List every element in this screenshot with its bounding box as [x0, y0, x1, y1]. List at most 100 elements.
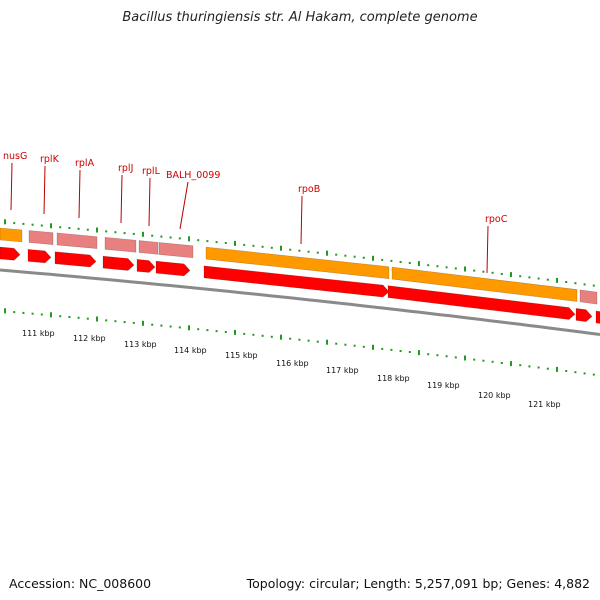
tick-mark-outer — [252, 244, 255, 247]
cds-arrow — [155, 260, 191, 277]
cds-arrow — [102, 255, 135, 271]
tick-mark-outer — [22, 222, 25, 225]
tick-mark-outer — [565, 281, 568, 283]
tick-mark-outer — [482, 270, 485, 273]
tick-mark-inner — [408, 351, 411, 353]
tick-mark-inner — [68, 316, 71, 318]
tick-mark-inner — [160, 324, 163, 327]
gene-block — [205, 246, 390, 280]
tick-mark-inner — [77, 316, 80, 319]
tick-mark-inner — [335, 342, 338, 345]
tick-mark-outer — [50, 223, 52, 229]
tick-mark-outer — [510, 272, 512, 278]
tick-mark-outer — [454, 267, 457, 270]
tick-mark-outer — [123, 232, 126, 235]
cds-arrow — [27, 249, 52, 264]
tick-mark-outer — [68, 227, 71, 229]
tick-mark-outer — [335, 253, 338, 256]
tick-mark-outer — [151, 234, 154, 237]
kbp-label: 120 kbp — [478, 391, 511, 400]
gene-leader-line — [78, 169, 81, 219]
gene-leader-line — [179, 181, 189, 230]
tick-mark-inner — [178, 326, 181, 329]
tick-mark-outer — [234, 240, 236, 246]
gene-leader-line — [300, 195, 303, 245]
tick-mark-outer — [142, 231, 144, 237]
tick-mark-outer — [326, 250, 328, 256]
tick-mark-outer — [40, 224, 43, 227]
gene-label-BALH_0099: BALH_0099 — [166, 170, 220, 181]
tick-mark-inner — [40, 313, 43, 316]
gene-block — [391, 266, 578, 302]
tick-mark-outer — [77, 227, 80, 230]
tick-mark-inner — [142, 320, 144, 326]
tick-mark-inner — [565, 370, 568, 372]
tick-mark-outer — [390, 259, 393, 262]
gene-block — [56, 232, 98, 249]
gene-leader-line — [10, 162, 13, 211]
kbp-label: 114 kbp — [174, 346, 207, 355]
gene-block — [104, 237, 137, 253]
tick-mark-outer — [31, 223, 34, 226]
tick-mark-outer — [289, 248, 292, 251]
tick-mark-outer — [372, 255, 374, 261]
tick-mark-inner — [151, 323, 154, 326]
tick-mark-inner — [519, 364, 522, 367]
tick-mark-inner — [132, 321, 135, 324]
gene-leader-line — [43, 165, 46, 215]
tick-mark-outer — [519, 275, 522, 278]
tick-mark-outer — [243, 243, 246, 246]
gene-block — [138, 240, 159, 255]
kbp-label: 113 kbp — [124, 340, 157, 349]
cds-arrow — [0, 246, 21, 261]
gene-leader-line — [120, 174, 123, 224]
tick-mark-outer — [261, 245, 264, 248]
tick-mark-outer — [96, 227, 98, 233]
tick-mark-outer — [215, 241, 218, 244]
topology-label: Topology: circular; Length: 5,257,091 bp… — [246, 576, 590, 591]
tick-mark-inner — [298, 338, 301, 341]
tick-mark-outer — [500, 273, 503, 275]
gene-leader-line — [486, 225, 489, 274]
gene-block — [579, 289, 598, 305]
tick-mark-inner — [86, 317, 89, 320]
tick-mark-inner — [427, 353, 430, 356]
cds-arrow — [54, 251, 97, 268]
gene-block — [158, 242, 194, 259]
tick-mark-outer — [13, 222, 16, 225]
tick-mark-inner — [464, 355, 466, 361]
gene-block — [0, 227, 23, 243]
tick-mark-inner — [280, 334, 282, 340]
tick-mark-outer — [114, 231, 117, 234]
tick-mark-outer — [280, 245, 282, 251]
tick-mark-outer — [270, 246, 273, 249]
tick-mark-inner — [252, 333, 255, 336]
tick-mark-outer — [86, 228, 89, 231]
tick-mark-inner — [114, 320, 117, 323]
tick-mark-inner — [215, 330, 218, 333]
tick-mark-inner — [224, 331, 227, 333]
tick-mark-outer — [132, 232, 135, 235]
cds-arrow — [575, 308, 593, 323]
tick-mark-outer — [574, 282, 577, 285]
tick-mark-outer — [160, 235, 163, 238]
tick-mark-inner — [123, 321, 126, 324]
tick-mark-inner — [583, 372, 586, 375]
gene-label-rplJ: rplJ — [118, 163, 133, 174]
tick-mark-inner — [22, 311, 25, 314]
tick-mark-outer — [418, 261, 420, 267]
tick-mark-inner — [316, 340, 319, 343]
tick-mark-inner — [556, 366, 558, 372]
tick-mark-inner — [188, 325, 190, 331]
tick-mark-outer — [528, 276, 531, 279]
tick-mark-outer — [353, 255, 356, 258]
tick-mark-inner — [270, 335, 273, 338]
tick-mark-inner — [537, 366, 540, 369]
tick-mark-outer — [298, 249, 301, 252]
gene-block — [28, 230, 54, 245]
tick-mark-outer — [362, 256, 365, 259]
tick-mark-outer — [59, 226, 62, 229]
tick-mark-outer — [427, 264, 430, 267]
tick-mark-outer — [344, 254, 347, 257]
